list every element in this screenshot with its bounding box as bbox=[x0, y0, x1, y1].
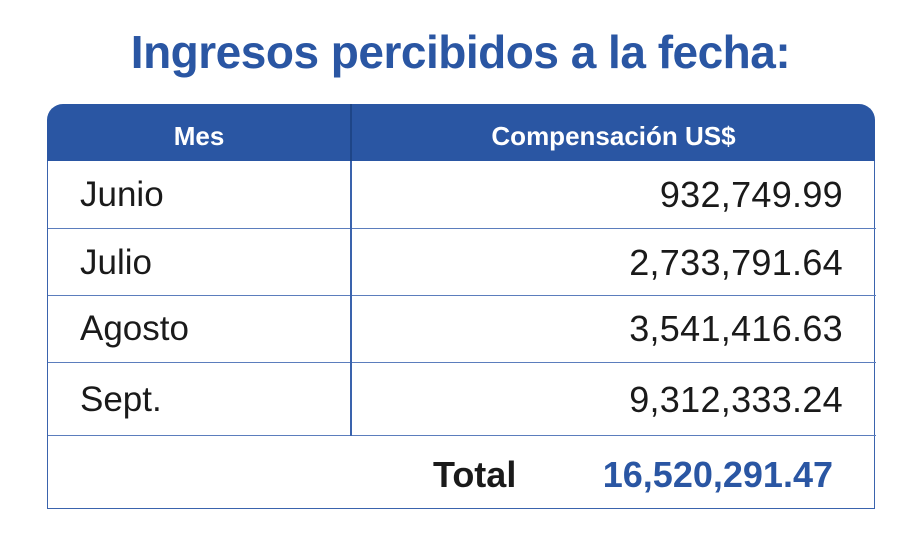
income-table: Mes Compensación US$ Junio 932,749.99 Ju… bbox=[47, 104, 876, 509]
header-mes: Mes bbox=[173, 121, 225, 151]
header-compensacion: Compensación US$ bbox=[491, 121, 736, 151]
row-value: 2,733,791.64 bbox=[629, 242, 843, 283]
row-month: Agosto bbox=[80, 309, 189, 348]
row-value: 9,312,333.24 bbox=[629, 379, 843, 420]
table-header: Mes Compensación US$ bbox=[47, 104, 875, 161]
table-row: Agosto 3,541,416.63 bbox=[48, 296, 876, 363]
table-row: Junio 932,749.99 bbox=[48, 161, 876, 229]
table-row: Julio 2,733,791.64 bbox=[48, 229, 876, 296]
row-month: Junio bbox=[80, 175, 164, 214]
total-value: 16,520,291.47 bbox=[602, 454, 833, 495]
table-row: Sept. 9,312,333.24 bbox=[48, 363, 876, 436]
header-divider bbox=[350, 104, 352, 161]
total-label: Total bbox=[433, 454, 517, 495]
row-month: Julio bbox=[80, 243, 152, 282]
table-body: Junio 932,749.99 Julio 2,733,791.64 Agos… bbox=[47, 161, 876, 509]
page-title: Ingresos percibidos a la fecha: bbox=[130, 26, 791, 78]
row-month: Sept. bbox=[80, 380, 162, 419]
row-value: 3,541,416.63 bbox=[629, 308, 843, 349]
column-divider bbox=[350, 161, 352, 436]
row-value: 932,749.99 bbox=[659, 174, 843, 215]
